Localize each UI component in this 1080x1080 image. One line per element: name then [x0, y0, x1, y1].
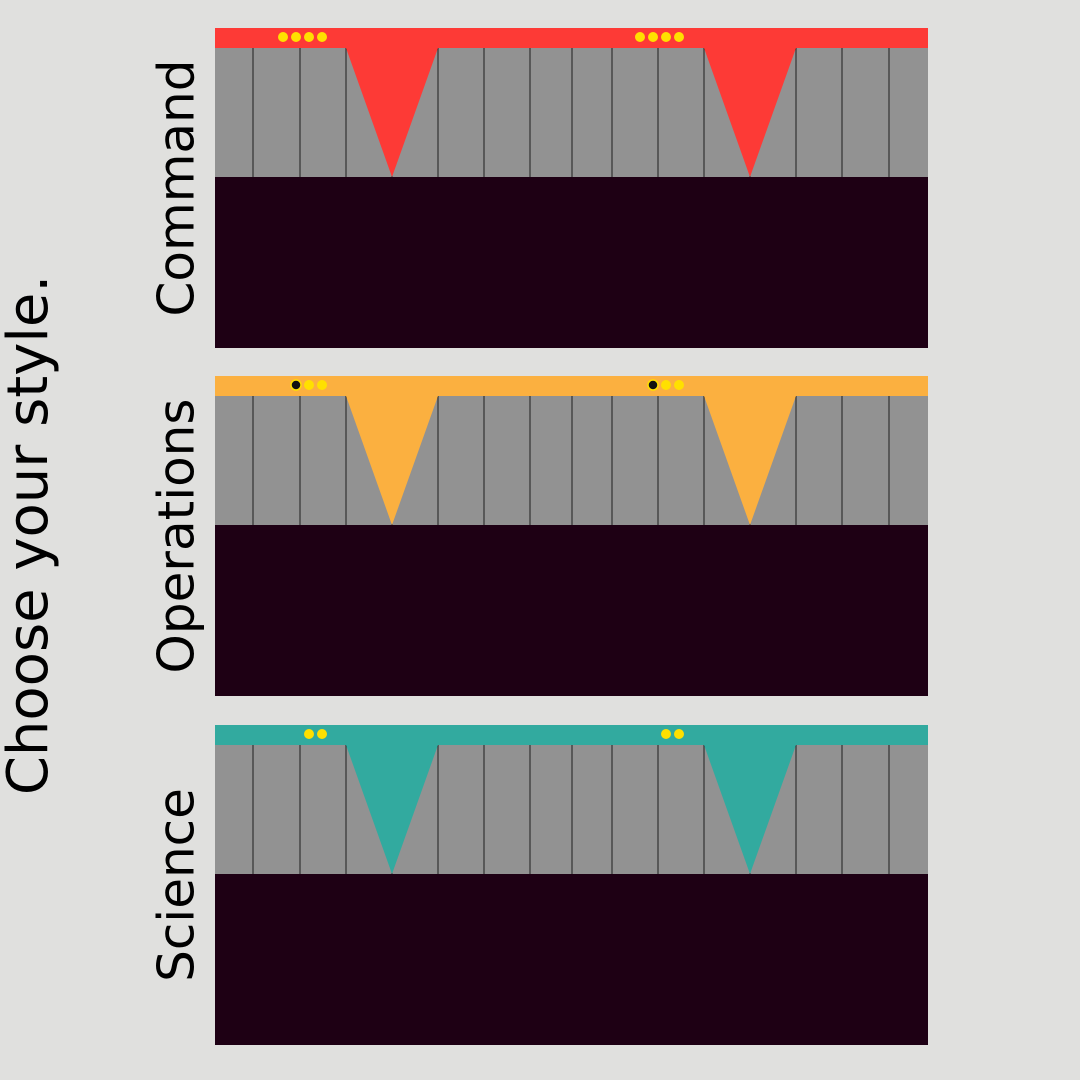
rank-pip: [661, 380, 671, 390]
rank-pip: [317, 32, 327, 42]
v-neck: [346, 396, 438, 525]
rank-pip: [648, 32, 658, 42]
rank-pip: [661, 729, 671, 739]
uniform-collar: [215, 725, 928, 745]
rank-pip: [674, 32, 684, 42]
uniform-body: [215, 874, 928, 1045]
rank-pip: [674, 380, 684, 390]
rank-pip: [635, 32, 645, 42]
division-label: Science: [148, 788, 206, 982]
uniform-body: [215, 525, 928, 696]
rank-pip: [304, 380, 314, 390]
rank-pip: [278, 32, 288, 42]
uniform-body: [215, 177, 928, 348]
rank-pip: [290, 379, 302, 391]
v-neck: [704, 396, 796, 525]
division-label: Operations: [148, 399, 206, 674]
rank-pip: [674, 729, 684, 739]
rank-pip: [304, 729, 314, 739]
rank-pip: [291, 32, 301, 42]
v-neck: [704, 745, 796, 874]
v-neck: [346, 48, 438, 177]
rank-pip: [661, 32, 671, 42]
headline: Choose your style.: [0, 275, 61, 795]
rank-pip: [647, 379, 659, 391]
division-label: Command: [148, 60, 206, 317]
v-neck: [346, 745, 438, 874]
rank-pip: [317, 729, 327, 739]
uniform-collar: [215, 376, 928, 396]
rank-pip: [317, 380, 327, 390]
uniform-collar: [215, 28, 928, 48]
v-neck: [704, 48, 796, 177]
rank-pip: [304, 32, 314, 42]
